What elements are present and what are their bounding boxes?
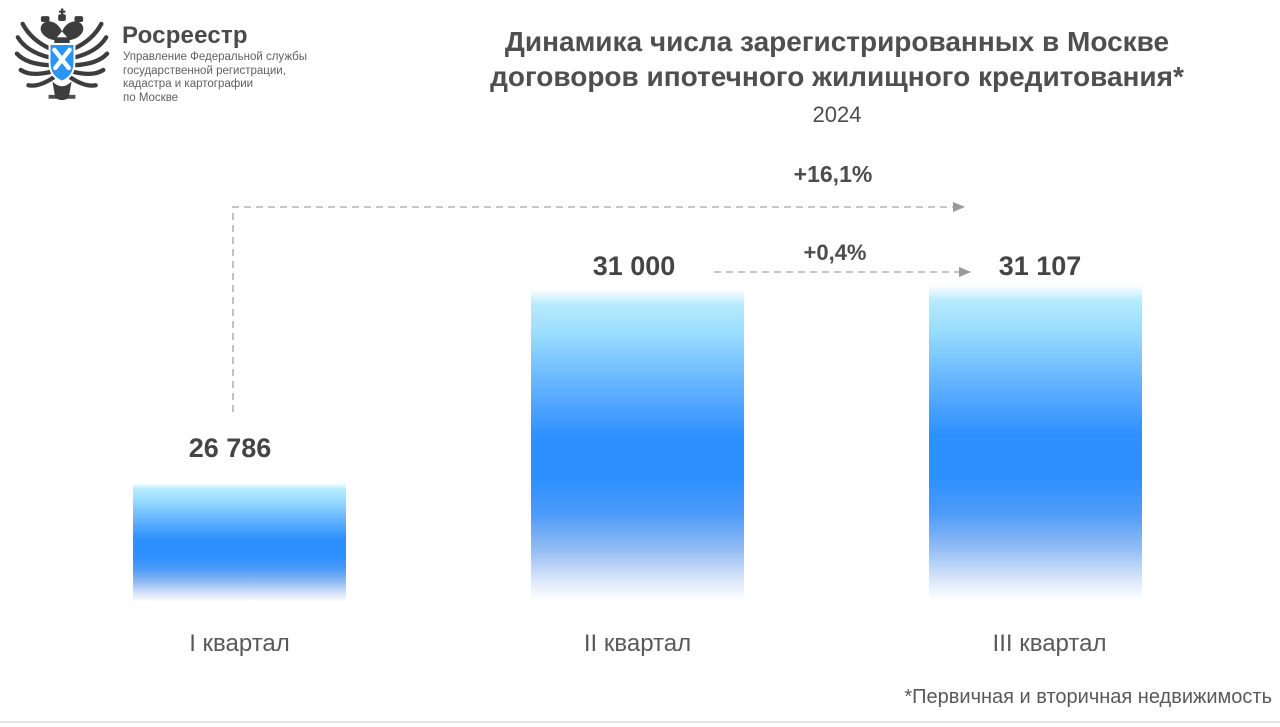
title-line-1: Динамика числа зарегистрированных в Моск… bbox=[504, 26, 1170, 57]
value-label-q2: 31 000 bbox=[592, 251, 676, 281]
double-headed-eagle-icon bbox=[14, 8, 110, 101]
logo-subtitle-line: кадастра и картографии bbox=[123, 78, 254, 90]
bar-q1 bbox=[133, 483, 346, 603]
category-label-q3: III квартал bbox=[992, 630, 1107, 657]
category-label-q1: I квартал bbox=[189, 630, 290, 657]
growth-label-q2-q3: +0,4% bbox=[803, 240, 867, 265]
logo-subtitle-line: по Москве bbox=[123, 91, 179, 104]
bar-q2 bbox=[531, 289, 744, 603]
rosreestr-eagle-logo bbox=[14, 8, 110, 105]
arrowhead-q1-q3 bbox=[953, 202, 965, 212]
logo-subtitle-line: государственной регистрации, bbox=[123, 64, 286, 77]
value-label-q1: 26 786 bbox=[188, 433, 272, 463]
bar-q3 bbox=[929, 285, 1142, 603]
growth-label-q1-q3: +16,1% bbox=[793, 161, 873, 187]
category-label-q2: II квартал bbox=[583, 630, 692, 657]
chart-title: Динамика числа зарегистрированных в Моск… bbox=[417, 24, 1257, 128]
footnote: *Первичная и вторичная недвижимость bbox=[904, 686, 1272, 708]
value-label-q3: 31 107 bbox=[998, 251, 1082, 281]
bottom-divider-line bbox=[0, 721, 1280, 723]
title-line-2: договоров ипотечного жилищного кредитова… bbox=[490, 61, 1184, 92]
logo-brand-name: Росреестр bbox=[122, 22, 248, 49]
logo-subtitle: Управление Федеральной службы государств… bbox=[123, 51, 307, 105]
logo-subtitle-line: Управление Федеральной службы bbox=[123, 51, 307, 63]
title-year: 2024 bbox=[812, 102, 862, 127]
